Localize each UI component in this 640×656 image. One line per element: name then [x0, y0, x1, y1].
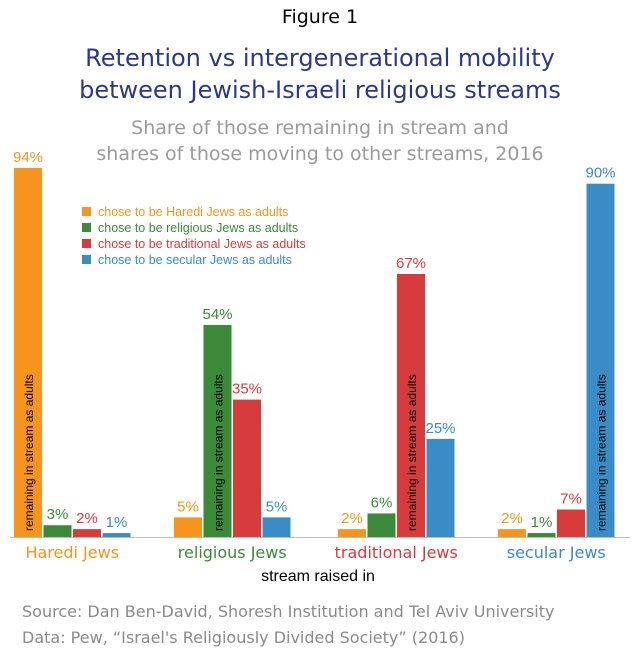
- bar: [14, 168, 42, 537]
- chart-subtitle-line2: shares of those moving to other streams,…: [96, 143, 544, 165]
- bar: [233, 399, 261, 537]
- x-axis-title: stream raised in: [261, 568, 375, 585]
- chart-title-line2: between Jewish-Israeli religious streams: [79, 76, 561, 104]
- bar: [367, 513, 396, 537]
- data-label: 2%: [501, 510, 523, 527]
- bar-annotation: remaining in stream as adults: [22, 374, 36, 531]
- chart-subtitle-line1: Share of those remaining in stream and: [131, 117, 509, 139]
- data-label: 94%: [13, 149, 43, 166]
- data-label: 6%: [371, 494, 393, 511]
- bar-chart: 94% remaining in stream as adults 3% 2% 1% Ha…: [10, 149, 630, 585]
- bar: [498, 529, 526, 537]
- legend-item: chose to be religious Jews as adults: [98, 221, 298, 235]
- bar-annotation: remaining in stream as adults: [405, 374, 419, 531]
- bar: [557, 509, 585, 537]
- legend-swatch: [82, 239, 91, 248]
- figure-label: Figure 1: [281, 6, 359, 28]
- bar: [203, 325, 232, 537]
- bar-annotation: remaining in stream as adults: [595, 374, 609, 531]
- source-line1: Source: Dan Ben-David, Shoresh Instituti…: [22, 602, 555, 621]
- legend-item: chose to be Haredi Jews as adults: [98, 205, 288, 219]
- data-label: 1%: [531, 514, 553, 531]
- bar: [174, 517, 202, 537]
- bar: [73, 529, 101, 537]
- bar: [426, 438, 455, 537]
- x-tick-label: traditional Jews: [335, 543, 458, 562]
- bar-annotation: remaining in stream as adults: [212, 374, 226, 531]
- data-label: 35%: [232, 381, 262, 398]
- bar: [338, 529, 366, 537]
- legend-item: chose to be secular Jews as adults: [98, 253, 292, 267]
- data-label: 3%: [47, 506, 69, 523]
- bar: [586, 183, 615, 537]
- bar: [527, 533, 556, 537]
- x-tick-label: religious Jews: [178, 543, 287, 562]
- data-label: 5%: [177, 498, 199, 515]
- x-tick-label: Haredi Jews: [25, 543, 119, 562]
- legend-swatch: [82, 207, 91, 216]
- data-label: 2%: [341, 510, 363, 527]
- bar: [102, 533, 131, 537]
- data-label: 7%: [560, 491, 582, 508]
- data-label: 1%: [106, 514, 128, 531]
- source-line2: Data: Pew, “Israel's Religiously Divided…: [22, 628, 465, 647]
- legend-item: chose to be traditional Jews as adults: [98, 237, 306, 251]
- bar: [43, 525, 72, 537]
- legend-swatch: [82, 223, 91, 232]
- data-label: 2%: [76, 510, 98, 527]
- data-label: 54%: [202, 306, 232, 323]
- x-tick-label: secular Jews: [507, 543, 606, 562]
- data-label: 25%: [425, 420, 455, 437]
- chart-title-line1: Retention vs intergenerational mobility: [85, 44, 555, 72]
- data-label: 5%: [266, 498, 288, 515]
- legend-swatch: [82, 255, 91, 264]
- bar: [262, 517, 291, 537]
- data-label: 90%: [585, 165, 615, 182]
- data-label: 67%: [396, 255, 426, 272]
- bar: [397, 273, 425, 537]
